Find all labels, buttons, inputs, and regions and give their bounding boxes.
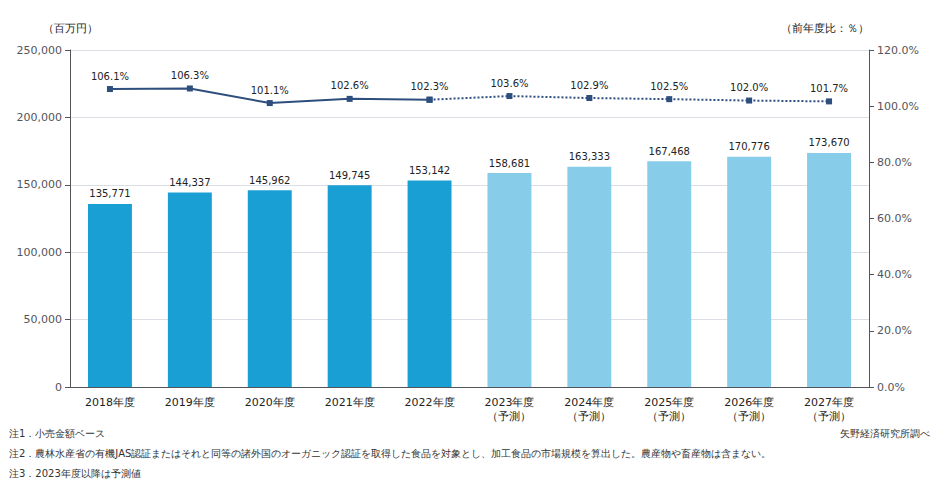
svg-text:2024年度: 2024年度 [564,396,614,409]
svg-text:20.0%: 20.0% [877,324,912,337]
svg-text:106.3%: 106.3% [171,70,209,81]
svg-text:102.5%: 102.5% [650,81,688,92]
svg-text:2027年度: 2027年度 [804,396,854,409]
svg-text:注3．2023年度以降は予測値: 注3．2023年度以降は予測値 [9,468,141,479]
svg-text:注2．農林水産省の有機JAS認証またはそれと同等の諸外国のオ: 注2．農林水産省の有機JAS認証またはそれと同等の諸外国のオーガニック認証を取得… [9,448,771,459]
svg-text:153,142: 153,142 [409,165,450,176]
svg-text:2025年度: 2025年度 [644,396,694,409]
svg-text:102.9%: 102.9% [570,80,608,91]
svg-text:101.1%: 101.1% [251,85,289,96]
svg-text:（予測）: （予測） [567,410,611,423]
svg-text:2021年度: 2021年度 [325,396,375,409]
svg-text:2022年度: 2022年度 [405,396,455,409]
svg-text:170,776: 170,776 [728,141,769,152]
svg-text:150,000: 150,000 [17,178,63,191]
svg-text:0: 0 [55,381,62,394]
svg-text:102.6%: 102.6% [331,80,369,91]
svg-text:2026年度: 2026年度 [724,396,774,409]
svg-text:145,962: 145,962 [249,175,290,186]
svg-text:（予測）: （予測） [727,410,771,423]
svg-text:144,337: 144,337 [169,177,210,188]
svg-text:60.0%: 60.0% [877,212,912,225]
svg-text:（百万円）: （百万円） [43,22,98,35]
svg-text:158,681: 158,681 [489,158,530,169]
svg-text:（前年度比：％）: （前年度比：％） [781,22,869,35]
svg-text:80.0%: 80.0% [877,156,912,169]
svg-text:103.6%: 103.6% [490,78,528,89]
svg-text:100,000: 100,000 [17,246,63,259]
svg-text:149,745: 149,745 [329,170,370,181]
svg-text:2018年度: 2018年度 [85,396,135,409]
svg-text:102.3%: 102.3% [410,81,448,92]
svg-text:40.0%: 40.0% [877,268,912,281]
svg-text:（予測）: （予測） [647,410,691,423]
svg-text:173,670: 173,670 [808,137,849,148]
svg-text:120.0%: 120.0% [877,44,919,57]
svg-text:250,000: 250,000 [17,44,63,57]
svg-text:163,333: 163,333 [569,151,610,162]
svg-text:（予測）: （予測） [807,410,851,423]
svg-text:2023年度: 2023年度 [484,396,534,409]
svg-text:100.0%: 100.0% [877,100,919,113]
svg-text:50,000: 50,000 [24,313,63,326]
svg-text:2019年度: 2019年度 [165,396,215,409]
svg-text:矢野経済研究所調べ: 矢野経済研究所調べ [840,428,930,439]
svg-text:167,468: 167,468 [649,146,690,157]
svg-text:注1．小売金額ベース: 注1．小売金額ベース [9,428,105,439]
svg-text:200,000: 200,000 [17,111,63,124]
svg-text:106.1%: 106.1% [91,71,129,82]
svg-text:2020年度: 2020年度 [245,396,295,409]
svg-text:101.7%: 101.7% [810,83,848,94]
svg-text:102.0%: 102.0% [730,82,768,93]
svg-text:（予測）: （予測） [487,410,531,423]
svg-text:135,771: 135,771 [89,188,130,199]
svg-text:0.0%: 0.0% [877,381,905,394]
